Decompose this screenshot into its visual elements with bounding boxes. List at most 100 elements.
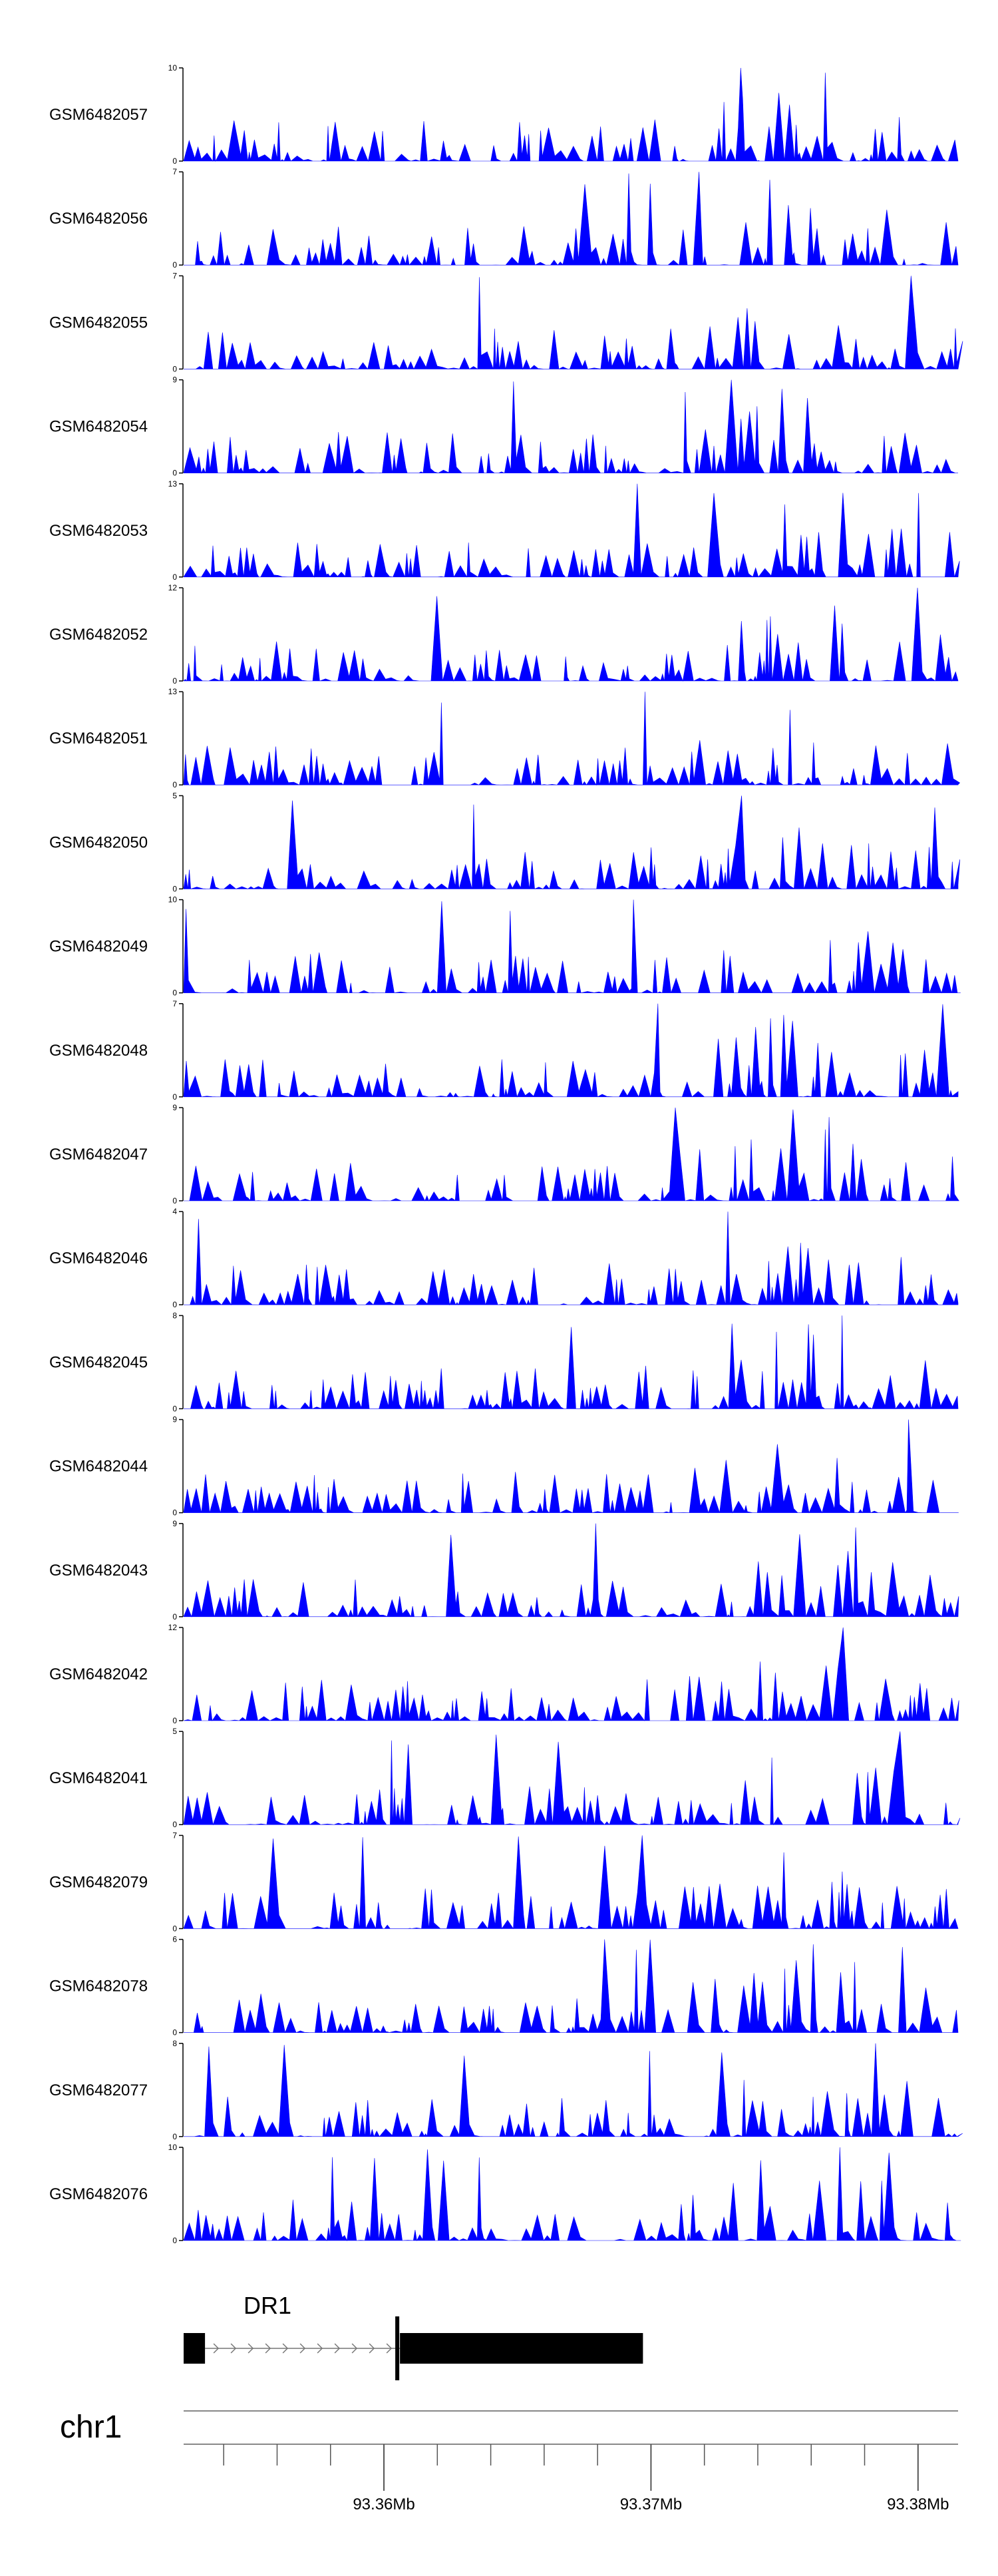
y-tick-label-min: 0	[172, 1300, 177, 1309]
track-label: GSM6482076	[49, 2185, 148, 2203]
track-label: GSM6482057	[49, 106, 148, 124]
track-label: GSM6482043	[49, 1562, 148, 1580]
strand-chevron	[317, 2343, 323, 2354]
strand-chevron	[334, 2343, 341, 2354]
track-label: GSM6482055	[49, 314, 148, 331]
coverage-area	[183, 67, 959, 162]
y-tick-label-min: 0	[172, 1508, 177, 1518]
tss-marker	[395, 2316, 400, 2380]
y-tick-label-max: 13	[168, 479, 178, 489]
strand-chevron	[282, 2343, 289, 2354]
track-label: GSM6482045	[49, 1353, 148, 1371]
signal-track: GSM6482042 12 0	[49, 1623, 959, 1725]
signal-track: GSM6482051 13 0	[49, 687, 961, 789]
signal-track: GSM6482043 9 0	[49, 1519, 959, 1621]
track-label: GSM6482056	[49, 210, 148, 228]
y-tick-label-min: 0	[172, 469, 177, 478]
strand-chevron	[213, 2343, 220, 2354]
y-tick-label-max: 9	[172, 1519, 177, 1528]
y-tick-label-max: 7	[172, 271, 177, 280]
y-tick-label-min: 0	[172, 2132, 177, 2141]
track-label: GSM6482079	[49, 1873, 148, 1891]
signal-track: GSM6482055 7 0	[49, 271, 963, 373]
coverage-area	[183, 1835, 959, 1930]
track-label: GSM6482042	[49, 1665, 148, 1683]
y-tick-label-max: 7	[172, 1830, 177, 1840]
signal-track: GSM6482048 7 0	[49, 999, 959, 1102]
track-label: GSM6482052	[49, 626, 148, 644]
y-tick-label-min: 0	[172, 988, 177, 998]
y-tick-label-max: 9	[172, 375, 177, 385]
coverage-area	[183, 587, 959, 682]
y-tick-label-max: 10	[168, 2143, 178, 2152]
coverage-area	[183, 899, 961, 994]
signal-track: GSM6482079 7 0	[49, 1830, 959, 1933]
y-tick-label-min: 0	[172, 156, 177, 166]
signal-tracks: GSM6482057100GSM648205670GSM648205570GSM…	[49, 63, 963, 2245]
track-label: GSM6482048	[49, 1042, 148, 1060]
strand-chevron	[230, 2343, 237, 2354]
y-tick-label-max: 6	[172, 1935, 177, 1944]
y-tick-label-max: 12	[168, 583, 178, 592]
signal-track: GSM6482041 5 0	[49, 1727, 961, 1829]
y-tick-label-min: 0	[172, 1820, 177, 1829]
x-tick-label: 93.37Mb	[620, 2495, 682, 2513]
track-label: GSM6482044	[49, 1458, 148, 1476]
track-label: GSM6482050	[49, 833, 148, 851]
coverage-area	[183, 1731, 961, 1826]
chromosome-label: chr1	[60, 2410, 122, 2445]
y-tick-label-min: 0	[172, 2236, 177, 2245]
chromosome-axis: chr1 93.36Mb 93.37Mb 93.38Mb	[60, 2410, 958, 2513]
strand-chevron	[351, 2343, 358, 2354]
x-tick-label: 93.36Mb	[353, 2495, 415, 2513]
strand-chevron	[265, 2343, 271, 2354]
track-label: GSM6482047	[49, 1146, 148, 1164]
strand-chevron	[369, 2343, 375, 2354]
y-tick-label-max: 9	[172, 1103, 177, 1112]
track-label: GSM6482046	[49, 1249, 148, 1267]
y-tick-label-min: 0	[172, 1404, 177, 1413]
signal-track: GSM6482077 8 0	[49, 2039, 963, 2141]
track-label: GSM6482051	[49, 730, 148, 748]
coverage-area	[184, 2043, 963, 2137]
signal-track: GSM6482049 10 0	[49, 895, 961, 998]
y-tick-label-min: 0	[172, 1196, 177, 1205]
signal-track: GSM6482044 9 0	[49, 1415, 959, 1518]
exon-block	[400, 2333, 643, 2364]
signal-track: GSM6482076 10 0	[49, 2143, 961, 2245]
y-tick-label-min: 0	[172, 780, 177, 789]
coverage-area	[183, 2147, 961, 2242]
x-tick-label: 93.38Mb	[887, 2495, 949, 2513]
gene-annotation-track: DR1	[184, 2292, 643, 2380]
y-tick-label-min: 0	[172, 884, 177, 893]
coverage-area	[183, 1627, 959, 1722]
signal-track: GSM6482050 5 0	[49, 791, 960, 893]
y-tick-label-max: 9	[172, 1415, 177, 1424]
coverage-area	[184, 1939, 959, 2034]
track-label: GSM6482041	[49, 1769, 148, 1787]
signal-track: GSM6482052 12 0	[49, 583, 959, 686]
y-tick-label-max: 12	[168, 1623, 178, 1632]
track-label: GSM6482054	[49, 418, 148, 436]
signal-track: GSM6482056 7 0	[49, 167, 959, 270]
coverage-area	[184, 1211, 959, 1306]
y-tick-label-min: 0	[172, 2028, 177, 2038]
y-tick-label-max: 7	[172, 167, 177, 176]
y-tick-label-min: 0	[172, 1092, 177, 1102]
y-tick-label-min: 0	[172, 1612, 177, 1621]
y-tick-label-min: 0	[172, 572, 177, 582]
signal-track: GSM6482046 4 0	[49, 1207, 959, 1309]
coverage-area	[183, 692, 961, 786]
gene-label: DR1	[244, 2292, 291, 2319]
y-tick-label-max: 10	[168, 895, 178, 905]
y-tick-label-max: 13	[168, 687, 178, 696]
y-tick-label-max: 8	[172, 1311, 177, 1320]
signal-track: GSM6482053 13 0	[49, 479, 960, 582]
y-tick-label-min: 0	[172, 364, 177, 373]
coverage-area	[184, 1107, 959, 1201]
track-label: GSM6482049	[49, 938, 148, 956]
coverage-area	[183, 1003, 959, 1098]
y-tick-label-max: 10	[168, 63, 178, 73]
y-tick-label-max: 7	[172, 999, 177, 1008]
